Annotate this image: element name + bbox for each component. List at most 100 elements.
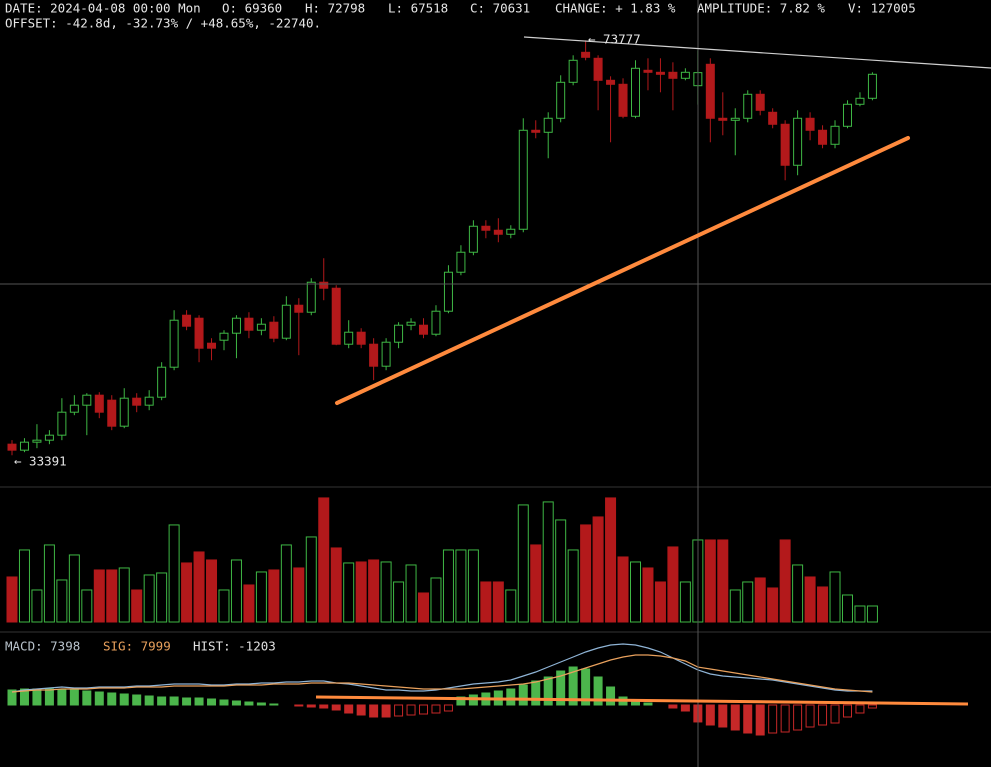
candle-body	[443, 271, 453, 312]
candle-body	[132, 397, 142, 406]
candle-body	[331, 287, 341, 345]
volume-bar	[43, 544, 55, 623]
candle-body	[481, 225, 491, 231]
header-date: DATE: 2024-04-08 00:00 Mon	[5, 1, 201, 16]
macd-hist-bar	[169, 696, 179, 706]
candle-body	[406, 321, 416, 326]
macd-hist-bar	[755, 704, 765, 736]
volume-bar	[393, 581, 405, 623]
candle-body	[606, 79, 616, 85]
candle-body	[32, 439, 42, 443]
candle-body	[730, 117, 740, 121]
header-open: O: 69360	[222, 1, 282, 16]
macd-hist-bar	[768, 704, 778, 734]
macd-hist-bar	[82, 690, 92, 706]
macd-hist-bar	[805, 704, 815, 728]
macd-legend: MACD: 7398	[5, 639, 80, 654]
volume-bar	[230, 559, 242, 623]
candle-body	[468, 225, 478, 253]
macd-hist-bar	[842, 704, 852, 718]
macd-hist-bar	[743, 704, 753, 734]
volume-bar	[355, 561, 367, 623]
candle-body	[381, 341, 391, 367]
volume-bar	[530, 544, 542, 623]
macd-hist-bar	[32, 688, 42, 706]
candle-body	[643, 69, 653, 73]
macd-hist-bar	[244, 701, 254, 706]
candle-body	[82, 394, 92, 406]
volume-bar	[293, 567, 305, 623]
volume-bar	[605, 497, 617, 623]
volume-bar	[131, 589, 143, 623]
candle-body	[618, 83, 628, 117]
candle-body	[518, 129, 528, 230]
candle-body	[194, 317, 204, 349]
volume-bar	[455, 549, 467, 623]
candle-body	[144, 396, 154, 406]
candle-body	[69, 404, 79, 413]
volume-bar	[181, 562, 193, 623]
volume-bar	[542, 501, 554, 623]
volume-bar	[804, 576, 816, 623]
volume-bar	[255, 571, 267, 623]
candle-body	[842, 103, 852, 127]
macd-hist-bar	[668, 704, 678, 709]
volume-bar	[841, 594, 853, 623]
macd-hist-bar	[69, 689, 79, 706]
macd-hist-bar	[830, 704, 840, 724]
candle-body	[780, 123, 790, 166]
macd-hist-bar	[7, 689, 17, 706]
volume-bar	[268, 569, 280, 623]
candle-body	[755, 93, 765, 111]
candle-body	[394, 324, 404, 343]
macd-hist-bar	[57, 689, 67, 706]
header-offset: OFFSET: -42.8d, -32.73% / +48.65%, -2274…	[5, 16, 321, 31]
candle-body	[768, 111, 778, 125]
macd-hist-bar	[19, 688, 29, 706]
macd-hist-bar	[705, 704, 715, 726]
candle-body	[419, 324, 429, 335]
candle-body	[7, 443, 17, 451]
macd-hist-bar	[518, 684, 528, 706]
macd-hist-bar	[456, 696, 466, 706]
volume-bar	[792, 564, 804, 623]
candle-body	[568, 59, 578, 83]
macd-hist-bar	[643, 702, 653, 706]
volume-bar	[280, 544, 292, 623]
macd-hist-bar	[119, 693, 129, 706]
candle-body	[631, 67, 640, 117]
candle-body	[805, 117, 815, 131]
macd-hist-bar	[132, 694, 142, 706]
volume-bar	[405, 564, 417, 623]
candle-body	[655, 71, 665, 75]
macd-hist-bar	[369, 704, 379, 718]
volume-bar	[93, 569, 105, 623]
volume-bar	[717, 539, 729, 623]
volume-bar	[729, 589, 741, 623]
volume-bar	[580, 524, 592, 623]
macd-hist-bar	[406, 704, 416, 716]
volume-bar	[767, 587, 779, 623]
volume-bar	[156, 572, 168, 623]
macd-hist-bar	[793, 704, 803, 731]
candle-body	[718, 117, 728, 121]
volume-bar	[106, 569, 118, 623]
candle-body	[57, 411, 67, 436]
volume-bar	[567, 549, 579, 623]
macd-hist-bar	[867, 704, 877, 709]
macd-hist-bar	[506, 688, 516, 706]
volume-bar	[704, 539, 716, 623]
macd-hist-bar	[730, 704, 740, 731]
macd-hist-bar	[294, 704, 304, 707]
volume-bar	[206, 559, 218, 623]
macd-hist-bar	[306, 704, 316, 708]
macd-hist-bar	[144, 695, 154, 706]
volume-bar	[617, 556, 629, 623]
candle-body	[793, 117, 803, 166]
candle-body	[668, 71, 678, 79]
volume-bar	[480, 581, 492, 623]
candle-body	[818, 129, 828, 145]
candle-body	[157, 366, 167, 398]
